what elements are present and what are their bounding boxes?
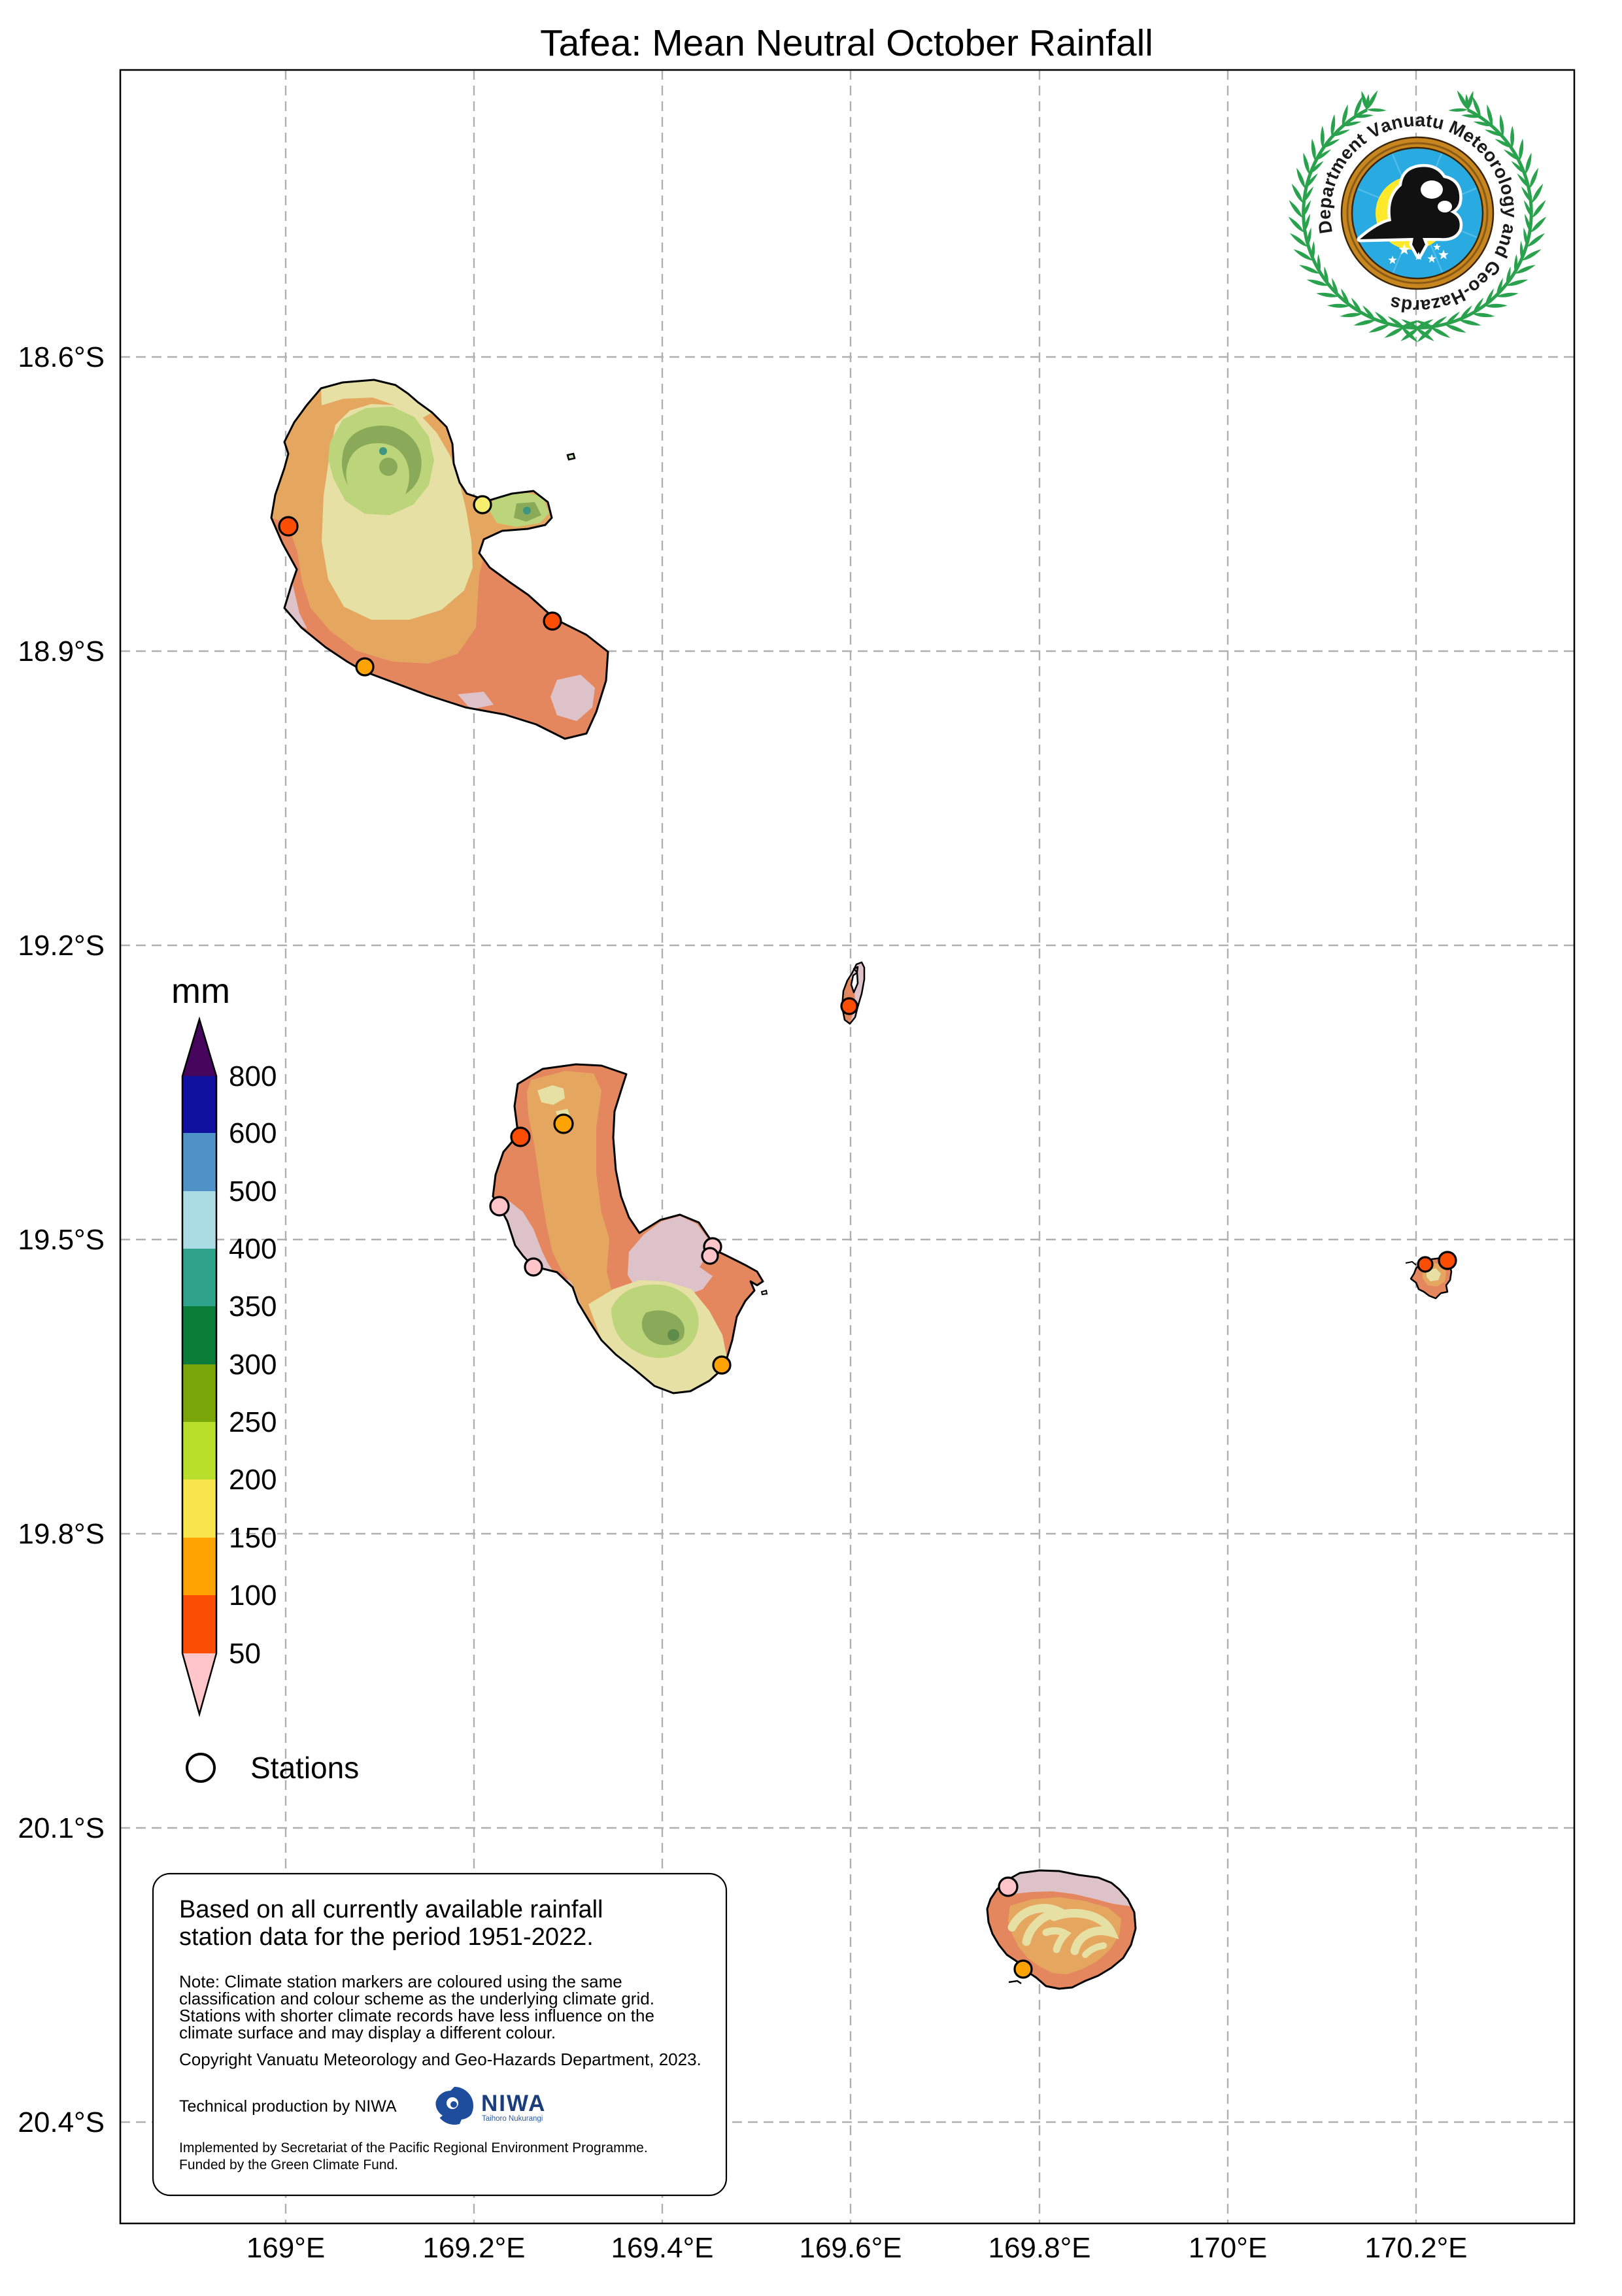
svg-text:170°E: 170°E — [1189, 2232, 1267, 2264]
svg-text:mm: mm — [171, 971, 230, 1011]
svg-text:a: a — [1419, 295, 1432, 316]
svg-text:a: a — [1316, 184, 1338, 199]
svg-text:400: 400 — [229, 1233, 277, 1265]
svg-text:19.8°S: 19.8°S — [18, 1518, 105, 1550]
svg-text:20.1°S: 20.1°S — [18, 1812, 105, 1844]
svg-text:170.2°E: 170.2°E — [1364, 2232, 1467, 2264]
svg-text:p: p — [1314, 196, 1336, 209]
svg-text:Tafea: Mean Neutral October Ra: Tafea: Mean Neutral October Rainfall — [540, 22, 1153, 64]
svg-text:y: y — [1500, 207, 1521, 218]
svg-text:Implemented by Secretariat of: Implemented by Secretariat of the Pacifi… — [179, 2140, 648, 2155]
svg-text:300: 300 — [229, 1349, 277, 1381]
svg-text:20.4°S: 20.4°S — [18, 2106, 105, 2138]
svg-text:t: t — [1425, 110, 1433, 131]
svg-text:z: z — [1430, 294, 1443, 315]
svg-text:50: 50 — [229, 1638, 261, 1670]
svg-text:200: 200 — [229, 1464, 277, 1496]
svg-text:169.8°E: 169.8°E — [988, 2232, 1090, 2264]
svg-text:800: 800 — [229, 1060, 277, 1092]
svg-text:169.4°E: 169.4°E — [611, 2232, 713, 2264]
svg-text:climate surface and may displa: climate surface and may display a differ… — [179, 2023, 556, 2042]
svg-text:19.2°S: 19.2°S — [18, 930, 105, 962]
svg-text:a: a — [1498, 222, 1520, 236]
svg-text:r: r — [1413, 296, 1420, 316]
svg-text:d: d — [1400, 295, 1413, 316]
svg-text:classification and colour sche: classification and colour scheme as the … — [179, 1989, 654, 2008]
svg-text:u: u — [1402, 110, 1415, 131]
svg-text:500: 500 — [229, 1175, 277, 1207]
svg-text:a: a — [1415, 110, 1426, 130]
svg-text:350: 350 — [229, 1291, 277, 1323]
svg-text:Funded by the Green Climate Fu: Funded by the Green Climate Fund. — [179, 2157, 398, 2172]
svg-text:600: 600 — [229, 1117, 277, 1149]
svg-text:NIWA: NIWA — [481, 2091, 546, 2116]
svg-text:Technical production by NIWA: Technical production by NIWA — [179, 2097, 397, 2116]
svg-text:u: u — [1430, 111, 1446, 133]
svg-text:Note: Climate station markers: Note: Climate station markers are colour… — [179, 1972, 622, 1991]
svg-text:Stations with shorter climate: Stations with shorter climate records ha… — [179, 2006, 654, 2025]
svg-text:n: n — [1389, 111, 1405, 133]
svg-text:169.2°E: 169.2°E — [422, 2232, 525, 2264]
svg-text:18.6°S: 18.6°S — [18, 341, 105, 373]
svg-text:g: g — [1499, 194, 1521, 208]
svg-text:100: 100 — [229, 1579, 277, 1612]
svg-text:18.9°S: 18.9°S — [18, 635, 105, 667]
svg-text:Taihoro Nukurangi: Taihoro Nukurangi — [482, 2115, 543, 2123]
svg-text:e: e — [1314, 209, 1334, 220]
svg-text:19.5°S: 19.5°S — [18, 1224, 105, 1256]
svg-text:169°E: 169°E — [246, 2232, 325, 2264]
svg-text:169.6°E: 169.6°E — [799, 2232, 902, 2264]
svg-text:250: 250 — [229, 1406, 277, 1438]
svg-text:D: D — [1314, 219, 1336, 235]
svg-text:s: s — [1388, 292, 1403, 314]
svg-text:Based on all currently availab: Based on all currently available rainfal… — [179, 1896, 603, 1923]
svg-text:Copyright Vanuatu Meteorology: Copyright Vanuatu Meteorology and Geo-Ha… — [179, 2050, 701, 2069]
svg-text:station data for the period 19: station data for the period 1951-2022. — [179, 1923, 594, 1951]
svg-text:Stations: Stations — [250, 1751, 359, 1785]
svg-text:150: 150 — [229, 1522, 277, 1554]
